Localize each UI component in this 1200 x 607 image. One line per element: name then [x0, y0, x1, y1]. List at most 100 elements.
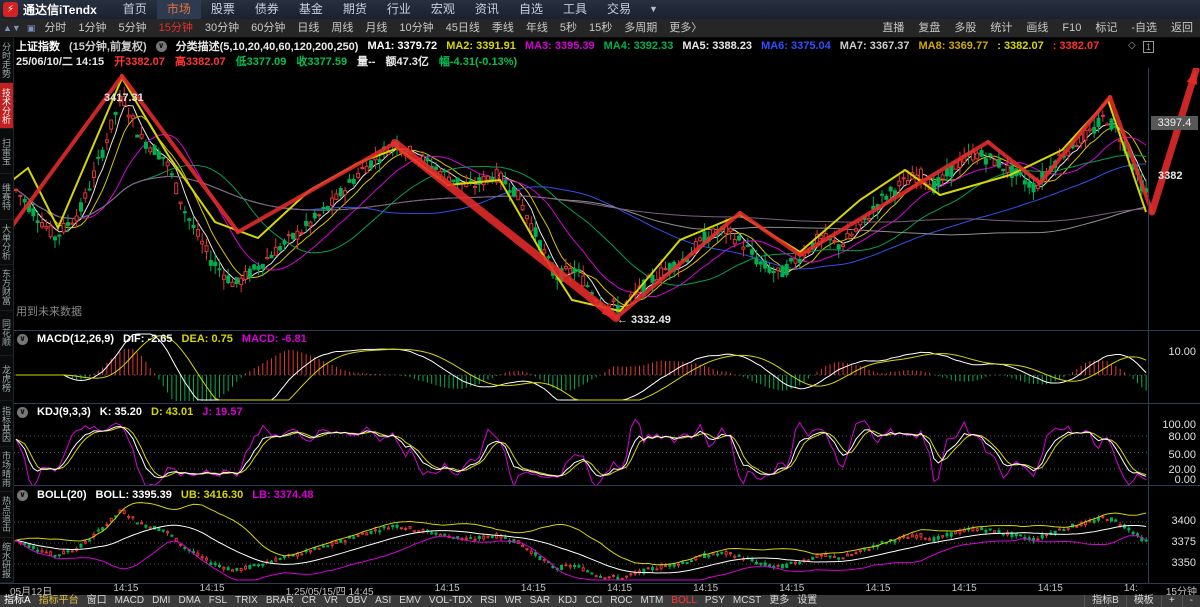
- indicator-tab[interactable]: 更多: [769, 595, 790, 606]
- period-button[interactable]: 5秒: [559, 22, 577, 34]
- menu-item[interactable]: 首页: [122, 2, 147, 16]
- toolbar-action-button[interactable]: 画线: [1026, 22, 1049, 34]
- indicator-tab[interactable]: FSL: [208, 595, 228, 606]
- sidebar-tab[interactable]: 指标基因: [0, 401, 13, 447]
- period-button[interactable]: 15分钟: [158, 22, 193, 34]
- macd-title[interactable]: MACD(12,26,9): [37, 333, 115, 345]
- diamond-icon[interactable]: ◇: [1128, 40, 1136, 51]
- sidebar-tab[interactable]: 龙虎榜: [0, 356, 13, 402]
- indicator-tab[interactable]: CR: [301, 595, 317, 606]
- symbol-name[interactable]: 上证指数: [16, 41, 60, 53]
- indicator-tab[interactable]: DMA: [178, 595, 201, 606]
- menu-item[interactable]: 债券: [254, 2, 279, 16]
- indicator-tab[interactable]: CCI: [585, 595, 603, 606]
- indicator-bar-button[interactable]: 模板: [1125, 595, 1161, 607]
- period-button[interactable]: 更多〉: [669, 22, 703, 34]
- period-button[interactable]: 年线: [525, 22, 548, 34]
- indicator-tab[interactable]: TRIX: [235, 595, 258, 606]
- indicator-tab[interactable]: 窗口: [86, 595, 107, 606]
- menu-item[interactable]: 工具: [562, 2, 587, 16]
- sidebar-tab[interactable]: 市场晴雨: [0, 447, 13, 493]
- menu-item[interactable]: 自选: [518, 2, 543, 16]
- period-button[interactable]: 60分钟: [251, 22, 286, 34]
- boll-chart[interactable]: [0, 485, 1200, 583]
- indicator-tab[interactable]: BRAR: [265, 595, 294, 606]
- period-button[interactable]: 季线: [491, 22, 514, 34]
- sidebar-tab[interactable]: 扫雷宝: [0, 129, 13, 175]
- sidebar-tab[interactable]: 分时走势: [0, 38, 13, 84]
- pane-count-icon[interactable]: 1: [1143, 41, 1155, 53]
- indicator-tab[interactable]: MACD: [114, 595, 145, 606]
- toolbar-action-button[interactable]: 直播: [882, 22, 905, 34]
- menu-item[interactable]: 基金: [298, 2, 323, 16]
- period-button[interactable]: 45日线: [445, 22, 480, 34]
- sidebar-tab[interactable]: 东方财富: [0, 265, 13, 311]
- toolbar-action-button[interactable]: 统计: [990, 22, 1013, 34]
- indicator-tab[interactable]: RSI: [480, 595, 497, 606]
- indicator-tab[interactable]: MCST: [732, 595, 762, 606]
- toolbar-action-button[interactable]: 复盘: [918, 22, 941, 34]
- menu-dropdown-icon[interactable]: ▼: [648, 4, 658, 14]
- period-button[interactable]: 多周期: [624, 22, 658, 34]
- period-button[interactable]: 30分钟: [204, 22, 240, 34]
- sidebar-tab[interactable]: 技术分析: [0, 83, 13, 129]
- indicator-tab[interactable]: 指标平台: [38, 595, 79, 606]
- indicator-tab[interactable]: WR: [504, 595, 522, 606]
- menu-item[interactable]: 期货: [342, 2, 367, 16]
- indicator-tab[interactable]: KDJ: [558, 595, 578, 606]
- sidebar-tab[interactable]: 缩水研报: [0, 538, 13, 584]
- indicator-tab[interactable]: ROC: [610, 595, 633, 606]
- menu-item[interactable]: 股票: [210, 2, 235, 16]
- indicator-tab[interactable]: 指标A: [4, 595, 31, 606]
- period-button[interactable]: 月线: [365, 22, 388, 34]
- toolbar-action-button[interactable]: F10: [1062, 22, 1082, 34]
- kdj-chart[interactable]: [0, 403, 1200, 485]
- pane-separator[interactable]: [0, 330, 1200, 331]
- indicator-bar-button[interactable]: -: [1181, 595, 1200, 607]
- indicator-tab[interactable]: OBV: [345, 595, 368, 606]
- indicator-tab[interactable]: EMV: [399, 595, 421, 606]
- period-button[interactable]: 日线: [297, 22, 320, 34]
- toolbar-action-button[interactable]: -自选: [1131, 22, 1157, 34]
- menu-item[interactable]: 宏观: [430, 2, 455, 16]
- collapse-circle-icon[interactable]: ∨: [17, 406, 28, 418]
- collapse-circle-icon[interactable]: ∨: [17, 333, 28, 345]
- sidebar-tab[interactable]: 同花顺: [0, 311, 13, 356]
- menu-item[interactable]: 市场: [156, 0, 201, 19]
- collapse-circle-icon[interactable]: ∨: [17, 489, 28, 501]
- scroll-up-down-icon[interactable]: ▲▼: [3, 23, 21, 33]
- indicator-tab[interactable]: 设置: [797, 595, 818, 606]
- period-button[interactable]: 15秒: [588, 22, 613, 34]
- sidebar-tab[interactable]: 大单分析: [0, 220, 13, 266]
- menu-item[interactable]: 交易: [606, 2, 631, 16]
- indicator-tab[interactable]: BOLL: [671, 595, 697, 606]
- pane-separator[interactable]: [0, 485, 1200, 486]
- period-button[interactable]: 分时: [44, 22, 67, 34]
- toolbar-action-button[interactable]: 多股: [954, 22, 977, 34]
- toolbar-action-button[interactable]: 返回: [1171, 22, 1193, 34]
- boll-title[interactable]: BOLL(20): [37, 489, 87, 501]
- indicator-tab[interactable]: VR: [324, 595, 338, 606]
- main-candlestick-chart[interactable]: [0, 68, 1200, 330]
- period-button[interactable]: 5分钟: [118, 22, 147, 34]
- period-button[interactable]: 1分钟: [78, 22, 107, 34]
- kdj-title[interactable]: KDJ(9,3,3): [37, 406, 91, 418]
- layout-icon[interactable]: ▣: [26, 22, 36, 33]
- indicator-tab[interactable]: ASI: [375, 595, 392, 606]
- indicator-tab[interactable]: PSY: [704, 595, 725, 606]
- collapse-circle-icon[interactable]: ∨: [155, 40, 167, 52]
- indicator-bar-button[interactable]: 指标B: [1084, 595, 1126, 607]
- indicator-bar-button[interactable]: +: [1160, 595, 1182, 607]
- pane-separator[interactable]: [0, 403, 1200, 404]
- sidebar-tab[interactable]: 热点追击: [0, 492, 13, 538]
- period-button[interactable]: 10分钟: [399, 22, 434, 34]
- sidebar-tab[interactable]: 维赛特: [0, 174, 13, 220]
- menu-item[interactable]: 资讯: [474, 2, 499, 16]
- indicator-tab[interactable]: SAR: [529, 595, 551, 606]
- indicator-tab[interactable]: DMI: [152, 595, 171, 606]
- toolbar-action-button[interactable]: 标记: [1095, 22, 1118, 34]
- period-button[interactable]: 周线: [331, 22, 354, 34]
- menu-item[interactable]: 行业: [386, 2, 411, 16]
- indicator-tab[interactable]: VOL-TDX: [428, 595, 473, 606]
- macd-chart[interactable]: [0, 330, 1200, 403]
